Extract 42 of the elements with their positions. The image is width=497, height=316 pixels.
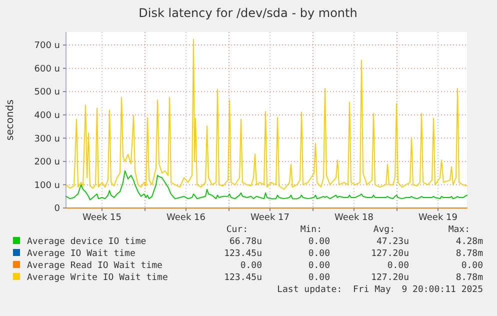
text: 66.78u — [229, 237, 262, 247]
y-tick-label: 100 u — [34, 180, 60, 191]
text: 8.78m — [456, 249, 483, 259]
chart-title: Disk latency for /dev/sda - by month — [138, 6, 358, 20]
x-tick-label: Week 16 — [166, 213, 206, 223]
text: Max: — [448, 225, 470, 235]
text: 123.45u — [224, 273, 262, 283]
text: 0.00 — [308, 261, 330, 271]
text: Cur: — [226, 225, 248, 235]
line-series — [66, 170, 468, 200]
y-tick-label: 300 u — [34, 134, 60, 144]
text: Avg: — [373, 225, 395, 235]
x-tick-label: Week 19 — [418, 213, 458, 223]
legend-label: Average Read IO Wait time — [27, 261, 162, 271]
text: Min: — [300, 225, 322, 235]
text: 123.45u — [224, 249, 262, 259]
text: 0.00 — [387, 261, 409, 271]
y-axis-title: seconds — [5, 100, 16, 140]
y-tick-label: 400 u — [34, 111, 60, 122]
text: 127.20u — [371, 249, 409, 259]
text: 4.28m — [456, 237, 483, 247]
y-tick-label: 600 u — [34, 64, 60, 74]
text: 8.78m — [456, 273, 483, 283]
line-series — [66, 38, 468, 190]
x-tick-label: Week 15 — [82, 213, 122, 223]
y-tick-label: 0 — [54, 204, 60, 214]
text: 0.00 — [308, 273, 330, 283]
text: 0.00 — [461, 261, 483, 271]
y-tick-label: 700 u — [34, 41, 60, 52]
text: 47.23u — [376, 237, 409, 247]
y-tick-label: 500 u — [34, 88, 60, 98]
legend-label: Average Write IO Wait time — [27, 273, 168, 283]
text: 127.20u — [371, 273, 409, 283]
text: 0.00 — [240, 261, 262, 271]
text: Last update: Fri May 9 20:00:11 2025 — [277, 285, 483, 295]
legend-label: Average device IO time — [27, 237, 146, 247]
text: 0.00 — [308, 249, 330, 259]
x-tick-label: Week 17 — [250, 213, 290, 223]
legend-label: Average IO Wait time — [27, 249, 136, 259]
y-tick-label: 200 u — [34, 158, 60, 168]
text: 0.00 — [308, 237, 330, 247]
x-tick-label: Week 18 — [334, 213, 374, 223]
